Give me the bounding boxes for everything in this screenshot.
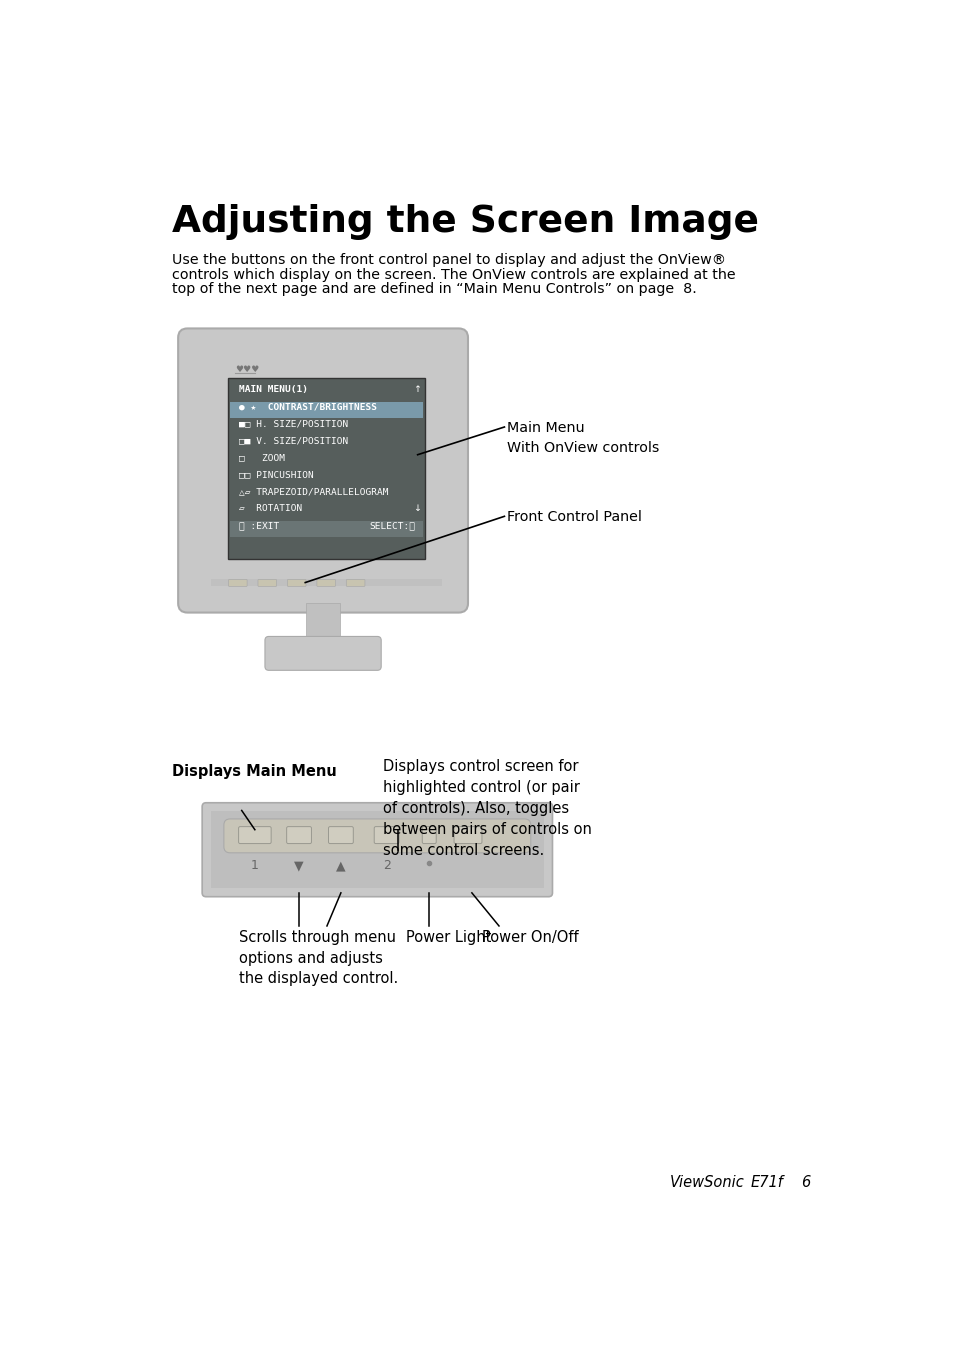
Text: Adjusting the Screen Image: Adjusting the Screen Image [172, 204, 759, 240]
Text: Use the buttons on the front control panel to display and adjust the OnView®: Use the buttons on the front control pan… [172, 253, 725, 267]
Bar [228, 378, 425, 559]
Text: MAIN MENU(1): MAIN MENU(1) [238, 385, 307, 394]
Bar [211, 578, 442, 586]
Text: Scrolls through menu
options and adjusts
the displayed control.: Scrolls through menu options and adjusts… [239, 929, 398, 986]
Text: 1: 1 [251, 859, 258, 871]
Text: ♥♥♥: ♥♥♥ [235, 365, 259, 374]
FancyBboxPatch shape [346, 580, 365, 586]
Text: Main Menu
With OnView controls: Main Menu With OnView controls [506, 422, 659, 455]
Text: ▲: ▲ [335, 859, 345, 871]
FancyBboxPatch shape [265, 636, 381, 670]
FancyBboxPatch shape [229, 580, 247, 586]
Text: ↓: ↓ [413, 504, 420, 513]
Text: controls which display on the screen. The OnView controls are explained at the: controls which display on the screen. Th… [172, 267, 735, 281]
Bar [211, 811, 543, 888]
FancyBboxPatch shape [178, 328, 468, 612]
Text: □   ZOOM: □ ZOOM [238, 453, 284, 462]
Text: top of the next page and are defined in “Main Menu Controls” on page  8.: top of the next page and are defined in … [172, 282, 696, 296]
Text: ① :EXIT: ① :EXIT [238, 521, 278, 530]
Bar [230, 401, 422, 417]
FancyBboxPatch shape [202, 802, 552, 897]
Text: ■□ H. SIZE/POSITION: ■□ H. SIZE/POSITION [238, 419, 348, 428]
Text: E71f: E71f [750, 1174, 783, 1190]
FancyBboxPatch shape [328, 827, 353, 843]
Text: □□ PINCUSHION: □□ PINCUSHION [238, 470, 313, 480]
FancyBboxPatch shape [238, 827, 271, 843]
Text: Power On/Off: Power On/Off [481, 929, 578, 944]
Text: ● ★  CONTRAST/BRIGHTNESS: ● ★ CONTRAST/BRIGHTNESS [238, 403, 376, 411]
Text: Front Control Panel: Front Control Panel [506, 511, 641, 524]
Text: △▱ TRAPEZOID/PARALLELOGRAM: △▱ TRAPEZOID/PARALLELOGRAM [238, 488, 388, 496]
Text: SELECT:②: SELECT:② [369, 521, 416, 530]
Text: ViewSonic: ViewSonic [669, 1174, 743, 1190]
Bar [306, 604, 340, 640]
Text: Power Light: Power Light [406, 929, 491, 944]
Text: □■ V. SIZE/POSITION: □■ V. SIZE/POSITION [238, 436, 348, 446]
Bar [230, 521, 422, 538]
Text: 2: 2 [382, 859, 390, 871]
Text: ↑: ↑ [413, 385, 420, 394]
Text: ▼: ▼ [294, 859, 304, 871]
Text: ▱  ROTATION: ▱ ROTATION [238, 504, 301, 513]
FancyBboxPatch shape [224, 819, 530, 852]
Text: Displays Main Menu: Displays Main Menu [172, 765, 336, 780]
FancyBboxPatch shape [374, 827, 398, 843]
Text: 6: 6 [801, 1174, 810, 1190]
FancyBboxPatch shape [422, 827, 436, 843]
FancyBboxPatch shape [454, 827, 481, 843]
FancyBboxPatch shape [287, 580, 306, 586]
FancyBboxPatch shape [316, 580, 335, 586]
FancyBboxPatch shape [286, 827, 311, 843]
FancyBboxPatch shape [257, 580, 276, 586]
Text: Displays control screen for
highlighted control (or pair
of controls). Also, tog: Displays control screen for highlighted … [382, 759, 591, 858]
